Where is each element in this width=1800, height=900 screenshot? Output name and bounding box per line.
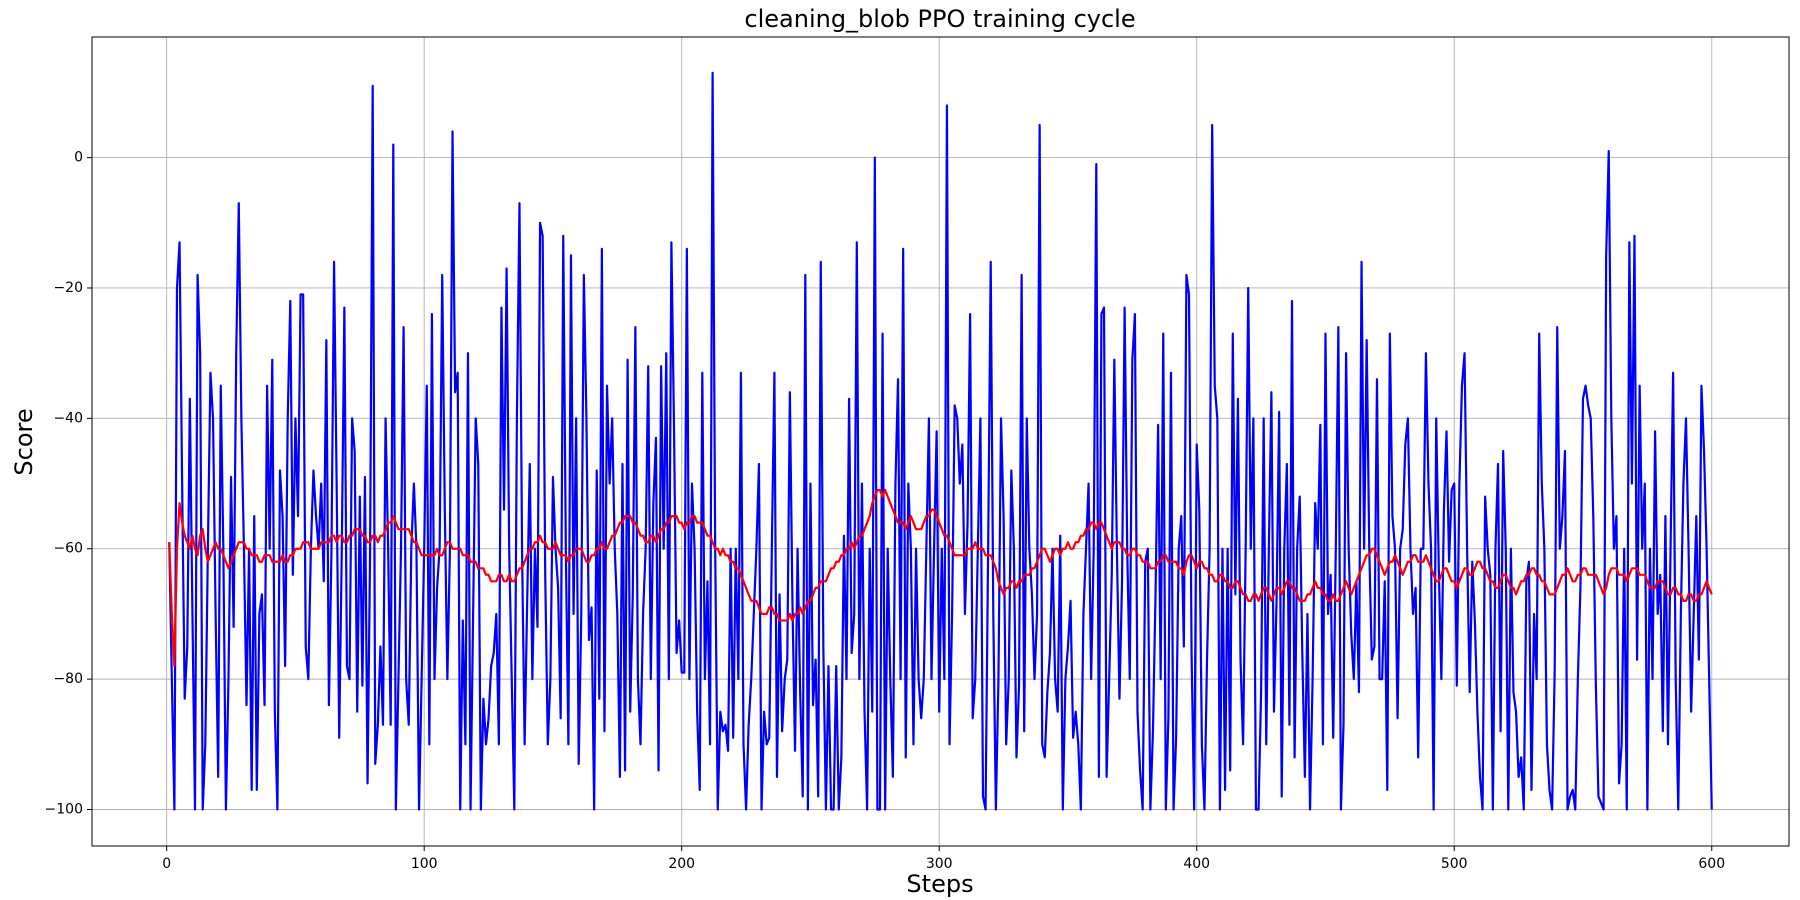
y-tick-label: −100 <box>45 801 83 817</box>
y-tick-label: −20 <box>53 280 83 296</box>
x-tick-label: 200 <box>668 856 695 872</box>
y-tick-label: −60 <box>53 541 83 557</box>
x-tick-label: 300 <box>926 856 953 872</box>
x-axis-label: Steps <box>906 870 973 898</box>
x-tick-label: 500 <box>1441 856 1468 872</box>
plot-frame <box>91 36 1790 847</box>
data-line <box>168 488 1713 668</box>
x-tick-label: 400 <box>1183 856 1210 872</box>
x-tick-label: 100 <box>411 856 438 872</box>
x-tick-label: 0 <box>162 856 171 872</box>
x-tick-label: 600 <box>1698 856 1725 872</box>
y-tick-label: −80 <box>53 671 83 687</box>
y-tick-label: −40 <box>53 410 83 426</box>
y-tick-label: 0 <box>74 150 83 166</box>
chart-title: cleaning_blob PPO training cycle <box>744 5 1135 33</box>
y-axis-label: Score <box>10 408 38 475</box>
data-line <box>168 71 1713 811</box>
